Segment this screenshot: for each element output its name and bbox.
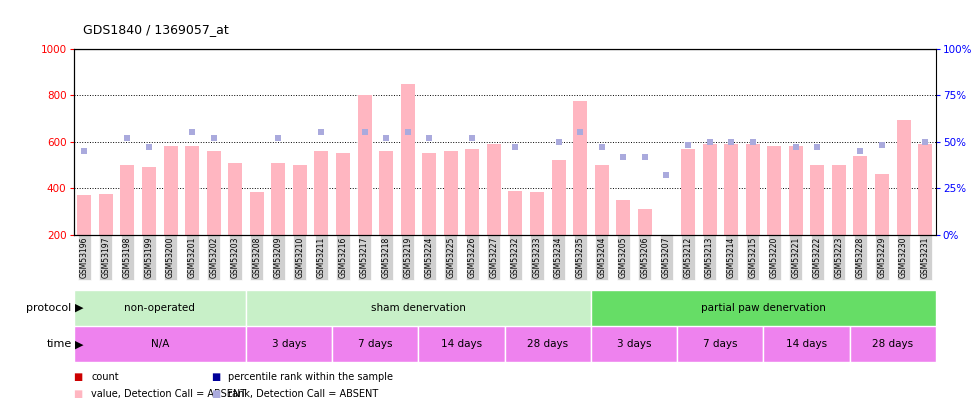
- Bar: [293, 165, 307, 235]
- Bar: [74, 290, 246, 326]
- Text: ▶: ▶: [75, 339, 84, 349]
- Bar: [466, 149, 479, 235]
- Bar: [724, 144, 738, 235]
- Bar: [897, 119, 910, 235]
- Text: 3 days: 3 days: [616, 339, 652, 349]
- Bar: [591, 290, 936, 326]
- Bar: [552, 160, 565, 235]
- Bar: [422, 153, 436, 235]
- Text: ■: ■: [74, 373, 82, 382]
- Text: N/A: N/A: [151, 339, 169, 349]
- Bar: [703, 144, 716, 235]
- Text: count: count: [91, 373, 119, 382]
- Bar: [401, 83, 415, 235]
- Text: ■: ■: [74, 389, 82, 399]
- Bar: [418, 326, 505, 362]
- Text: non-operated: non-operated: [124, 303, 195, 313]
- Text: time: time: [46, 339, 72, 349]
- Text: partial paw denervation: partial paw denervation: [701, 303, 826, 313]
- Bar: [99, 194, 113, 235]
- Bar: [358, 95, 371, 235]
- Text: 7 days: 7 days: [703, 339, 738, 349]
- Bar: [271, 163, 285, 235]
- Bar: [142, 167, 156, 235]
- Bar: [185, 147, 199, 235]
- Bar: [332, 326, 418, 362]
- Bar: [638, 209, 652, 235]
- Bar: [681, 149, 695, 235]
- Bar: [591, 326, 677, 362]
- Bar: [509, 191, 522, 235]
- Text: ■: ■: [211, 373, 220, 382]
- Bar: [228, 163, 242, 235]
- Bar: [595, 165, 609, 235]
- Text: 7 days: 7 days: [358, 339, 393, 349]
- Bar: [918, 144, 932, 235]
- Bar: [677, 326, 763, 362]
- Bar: [767, 147, 781, 235]
- Text: percentile rank within the sample: percentile rank within the sample: [228, 373, 393, 382]
- Bar: [850, 326, 936, 362]
- Bar: [74, 326, 246, 362]
- Bar: [315, 151, 328, 235]
- Bar: [789, 147, 803, 235]
- Text: 14 days: 14 days: [786, 339, 827, 349]
- Bar: [660, 235, 673, 263]
- Bar: [164, 147, 177, 235]
- Bar: [379, 151, 393, 235]
- Text: ■: ■: [211, 389, 220, 399]
- Text: protocol: protocol: [26, 303, 72, 313]
- Text: sham denervation: sham denervation: [371, 303, 466, 313]
- Bar: [246, 326, 332, 362]
- Bar: [444, 151, 458, 235]
- Text: 28 days: 28 days: [872, 339, 913, 349]
- Bar: [530, 192, 544, 235]
- Text: ▶: ▶: [75, 303, 84, 313]
- Bar: [746, 144, 760, 235]
- Text: rank, Detection Call = ABSENT: rank, Detection Call = ABSENT: [228, 389, 378, 399]
- Text: 28 days: 28 days: [527, 339, 568, 349]
- Bar: [207, 151, 220, 235]
- Bar: [763, 326, 850, 362]
- Bar: [505, 326, 591, 362]
- Bar: [854, 156, 867, 235]
- Bar: [250, 192, 264, 235]
- Bar: [832, 165, 846, 235]
- Bar: [487, 144, 501, 235]
- Text: 3 days: 3 days: [271, 339, 307, 349]
- Bar: [121, 165, 134, 235]
- Bar: [77, 195, 91, 235]
- Bar: [246, 290, 591, 326]
- Text: GDS1840 / 1369057_at: GDS1840 / 1369057_at: [83, 23, 229, 36]
- Text: 14 days: 14 days: [441, 339, 482, 349]
- Bar: [616, 200, 630, 235]
- Text: value, Detection Call = ABSENT: value, Detection Call = ABSENT: [91, 389, 246, 399]
- Bar: [336, 153, 350, 235]
- Bar: [810, 165, 824, 235]
- Bar: [573, 101, 587, 235]
- Bar: [875, 175, 889, 235]
